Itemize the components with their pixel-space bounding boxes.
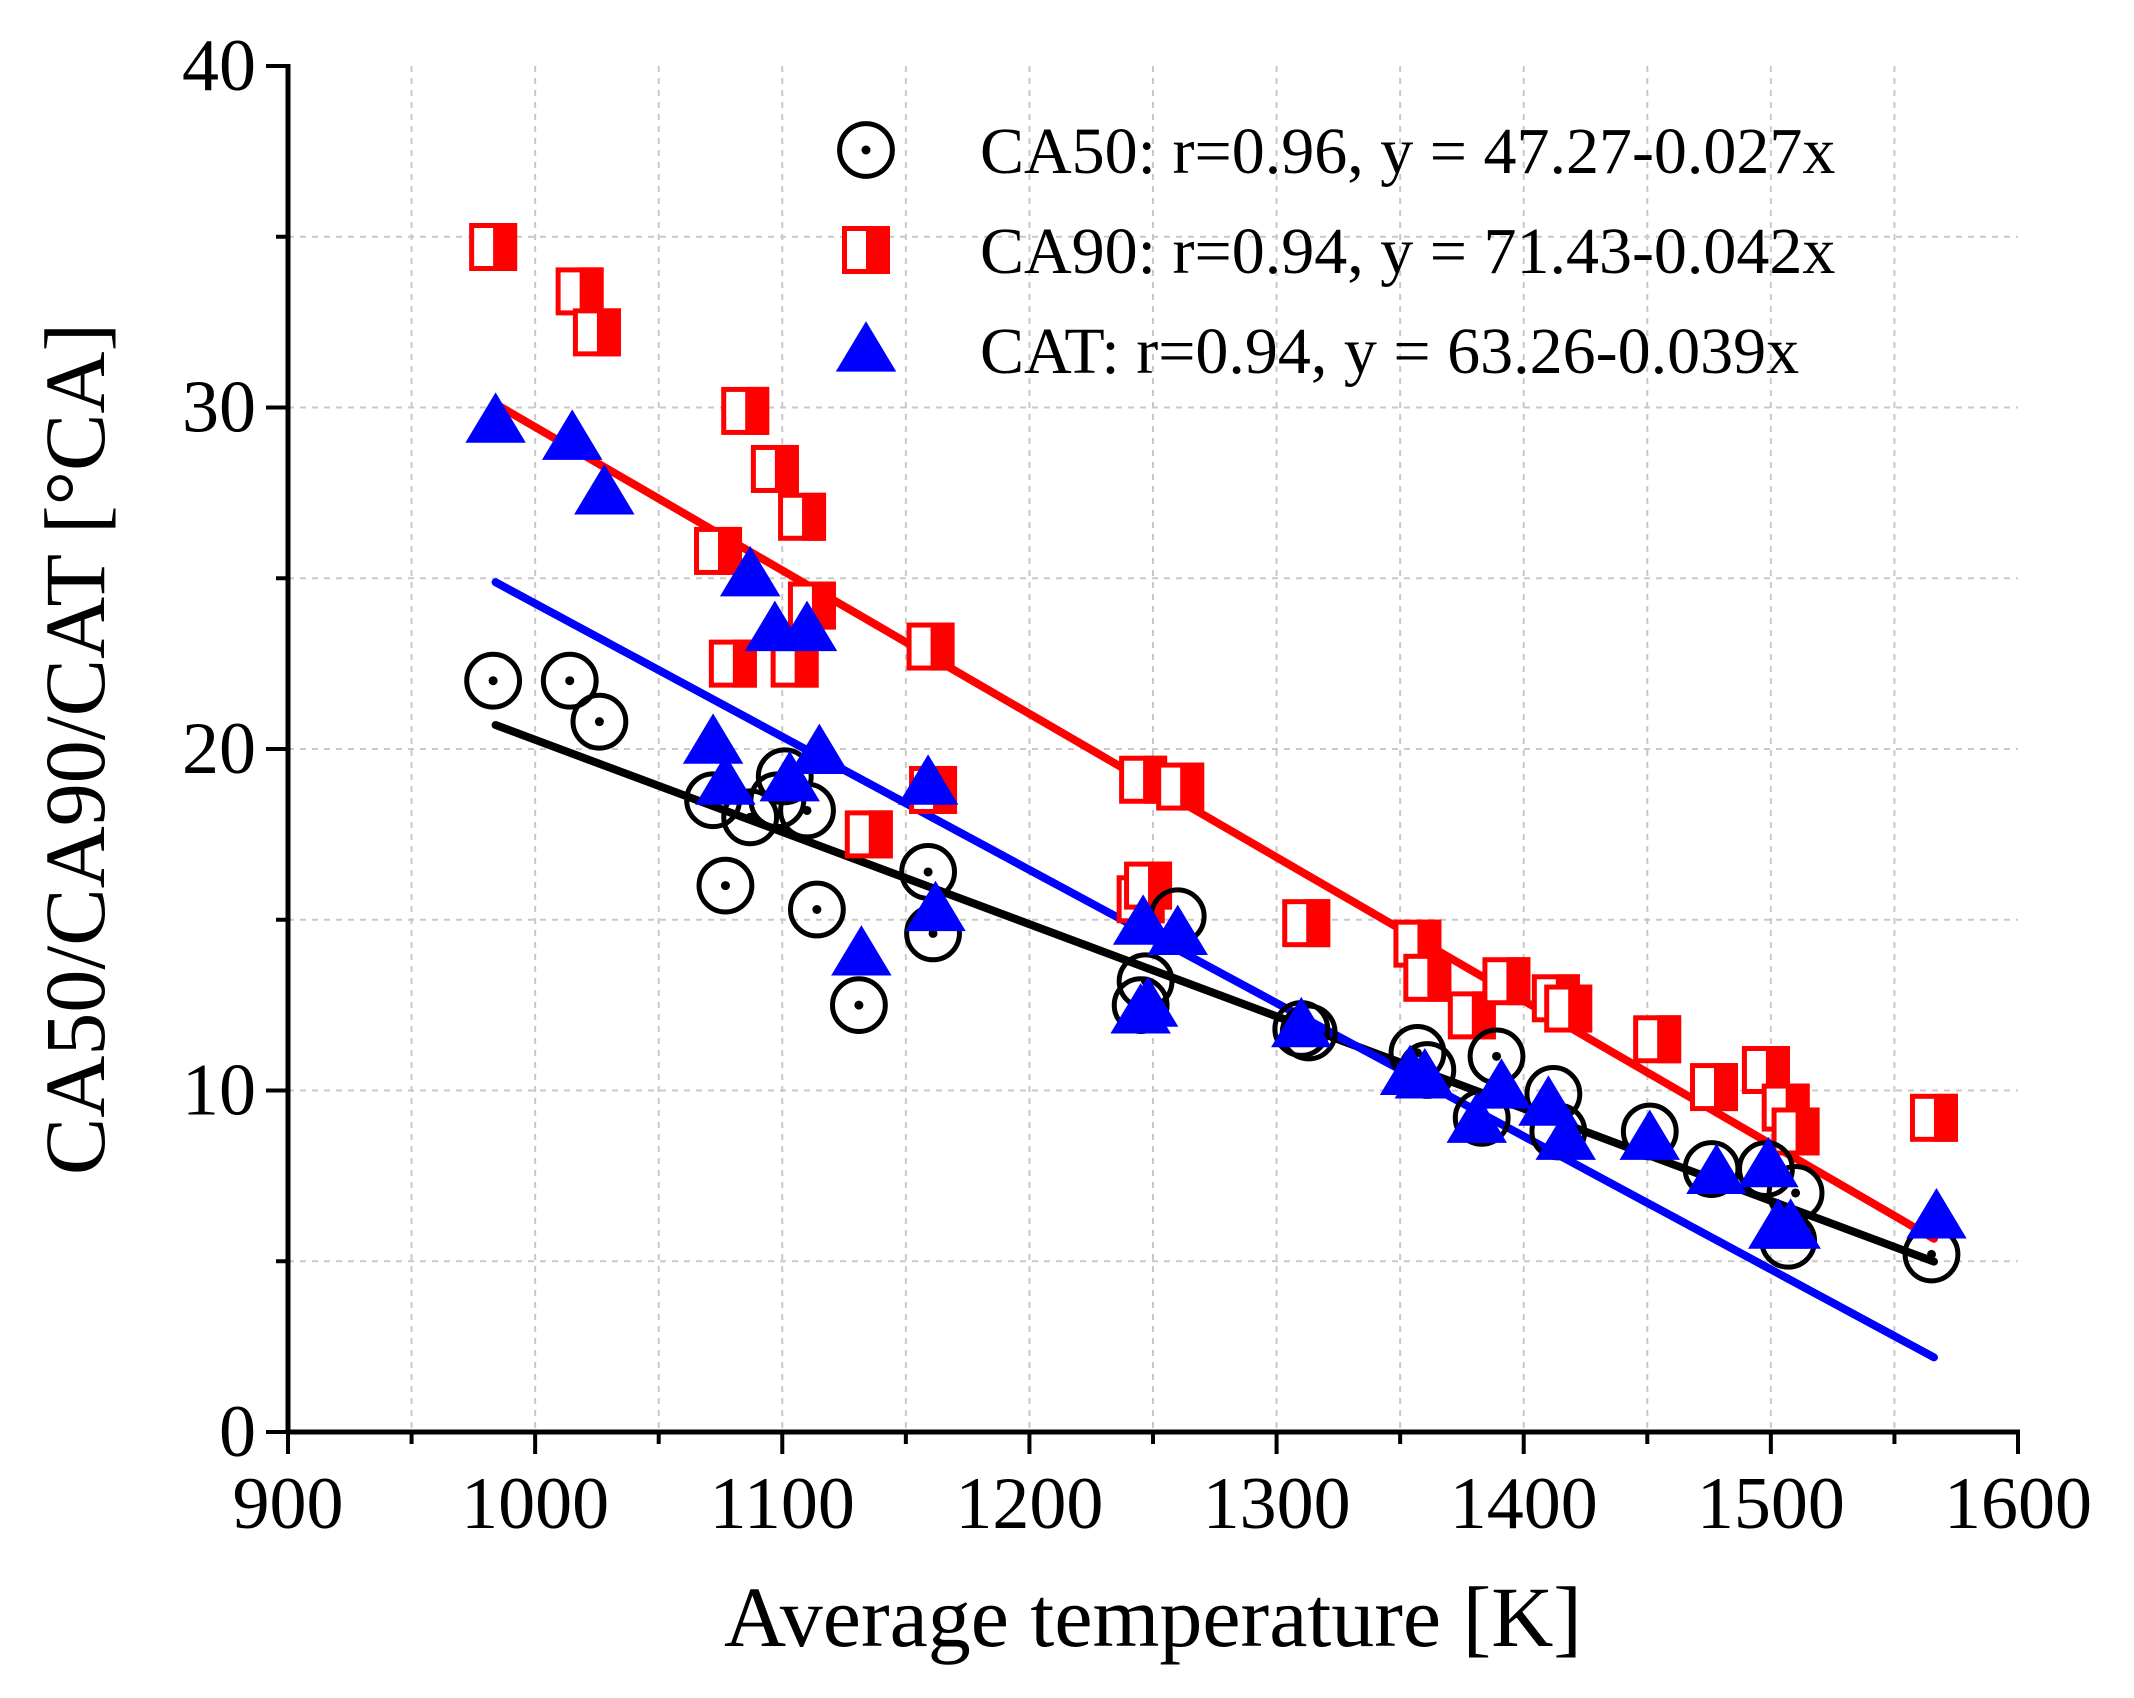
data-point-ca90 (1482, 957, 1531, 1006)
legend: CA50: r=0.96, y = 47.27-0.027x CA90: r=0… (835, 115, 1835, 388)
data-point-ca50 (787, 880, 846, 939)
data-point-ca90 (844, 810, 893, 859)
data-markers (464, 222, 1967, 1284)
data-point-ca90 (1124, 861, 1173, 910)
data-point-ca50 (464, 651, 523, 710)
data-point-cat (905, 880, 966, 932)
x-tick-label: 1200 (955, 1463, 1103, 1545)
data-point-ca90 (469, 222, 518, 271)
x-tick-label: 1100 (710, 1463, 855, 1545)
data-point-ca90 (1544, 984, 1593, 1033)
data-point-ca90 (1633, 1015, 1682, 1064)
data-point-cat (465, 392, 526, 443)
y-tick-label: 10 (182, 1050, 256, 1132)
data-point-ca50 (830, 976, 888, 1035)
data-point-cat (1471, 1058, 1532, 1109)
data-point-ca50 (540, 651, 599, 710)
data-point-cat (695, 754, 756, 805)
data-point-cat (759, 750, 820, 802)
data-point-cat (1117, 976, 1179, 1027)
data-point-cat (1619, 1109, 1680, 1160)
data-point-cat (1446, 1092, 1507, 1143)
data-point-cat (1535, 1109, 1596, 1160)
data-point-ca90 (1156, 762, 1205, 811)
data-point-ca90 (1909, 1093, 1958, 1142)
y-tick-label: 40 (182, 25, 256, 107)
data-point-cat (1686, 1143, 1747, 1195)
legend-symbol-ca90 (842, 226, 890, 274)
x-tick-label: 1400 (1450, 1463, 1598, 1545)
legend-symbol-ca50 (837, 121, 895, 179)
data-point-cat (541, 409, 603, 460)
y-tick-label: 0 (219, 1391, 256, 1473)
data-point-ca90 (1690, 1063, 1739, 1112)
data-point-cat (897, 754, 959, 805)
legend-symbol-cat (835, 321, 897, 372)
data-point-ca90 (778, 492, 827, 541)
data-point-cat (719, 546, 781, 597)
data-point-ca90 (906, 622, 955, 671)
data-point-ca50 (570, 692, 629, 751)
data-point-ca90 (721, 386, 770, 435)
data-point-ca90 (555, 267, 604, 316)
data-point-cat (1147, 904, 1208, 956)
data-point-cat (1738, 1136, 1799, 1188)
axes (266, 64, 2020, 1454)
data-point-cat (1112, 894, 1174, 945)
data-point-cat (1271, 996, 1332, 1048)
data-point-cat (1906, 1188, 1967, 1239)
data-point-ca50 (696, 856, 755, 915)
y-axis-title: CA50/CA90/CAT [°CA] (27, 323, 123, 1175)
data-point-ca90 (1282, 899, 1331, 948)
legend-marker-cat (835, 321, 897, 372)
y-tick-label: 30 (182, 367, 256, 449)
x-tick-label: 1500 (1697, 1463, 1845, 1545)
data-point-ca90 (708, 639, 757, 688)
x-tick-label: 900 (233, 1463, 344, 1545)
data-point-ca90 (1403, 953, 1452, 1002)
data-point-cat (1760, 1198, 1821, 1249)
fit-line-cat (491, 578, 1938, 1362)
legend-marker-ca90 (842, 226, 890, 274)
legend-marker-ca50 (837, 121, 895, 179)
legend-label-cat: CAT: r=0.94, y = 63.26-0.039x (980, 315, 1799, 388)
x-axis-title: Average temperature [K] (724, 1569, 1582, 1665)
data-point-cat (789, 723, 850, 775)
data-point-cat (1394, 1048, 1456, 1099)
tick-labels: 900 1000 1100 1200 1300 1400 1500 1600 0 10 20 30 40 (182, 25, 2092, 1545)
x-tick-label: 1000 (461, 1463, 609, 1545)
x-tick-label: 1600 (1944, 1463, 2092, 1545)
x-tick-label: 1300 (1203, 1463, 1351, 1545)
y-tick-label: 20 (182, 708, 256, 790)
data-point-cat (831, 925, 892, 976)
data-point-cat (682, 713, 744, 764)
data-point-cat (574, 464, 635, 515)
data-point-ca90 (750, 444, 799, 493)
legend-label-ca90: CA90: r=0.94, y = 71.43-0.042x (980, 215, 1835, 288)
data-point-cat (776, 600, 838, 652)
data-point-ca90 (572, 308, 621, 357)
legend-label-ca50: CA50: r=0.96, y = 47.27-0.027x (980, 115, 1835, 188)
data-point-ca90 (694, 526, 743, 575)
